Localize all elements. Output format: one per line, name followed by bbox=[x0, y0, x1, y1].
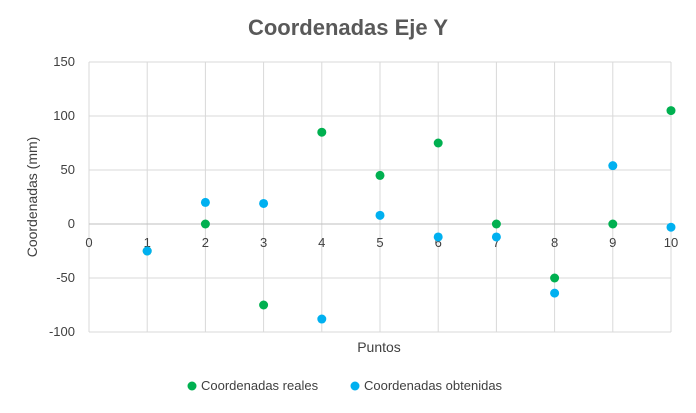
x-tick-label: 0 bbox=[85, 235, 92, 250]
data-point-series-1 bbox=[666, 106, 676, 116]
data-point-series-2 bbox=[550, 288, 560, 298]
data-point-series-2 bbox=[491, 232, 501, 242]
data-point-series-1 bbox=[259, 300, 269, 310]
x-tick-label: 7 bbox=[493, 235, 500, 250]
y-axis-label: Coordenadas (mm) bbox=[24, 137, 40, 258]
x-tick-label: 8 bbox=[551, 235, 558, 250]
x-tick-label: 10 bbox=[664, 235, 678, 250]
y-tick-label: 100 bbox=[53, 108, 75, 123]
data-point-series-2 bbox=[608, 161, 618, 171]
data-point-series-1 bbox=[550, 273, 560, 283]
x-tick-label: 2 bbox=[202, 235, 209, 250]
data-point-series-2 bbox=[317, 314, 327, 324]
data-point-series-2 bbox=[666, 222, 676, 232]
data-point-series-2 bbox=[433, 232, 443, 242]
legend-marker bbox=[350, 381, 360, 391]
tick-labels: -100 -50 0 50 100 150 0 1 2 3 4 5 6 7 8 9 10 bbox=[49, 54, 678, 339]
legend: Coordenadas reales Coordenadas obtenidas bbox=[187, 378, 503, 393]
data-point-series-2 bbox=[375, 210, 385, 220]
data-point-series-1 bbox=[608, 219, 618, 229]
x-tick-label: 4 bbox=[318, 235, 325, 250]
data-point-series-1 bbox=[317, 127, 327, 137]
data-point-series-1 bbox=[200, 219, 210, 229]
x-tick-label: 3 bbox=[260, 235, 267, 250]
x-tick-label: 5 bbox=[376, 235, 383, 250]
data-point-series-2 bbox=[259, 198, 269, 208]
x-tick-label: 9 bbox=[609, 235, 616, 250]
x-axis-label: Puntos bbox=[357, 339, 401, 355]
data-point-series-1 bbox=[375, 170, 385, 180]
y-tick-label: 0 bbox=[68, 216, 75, 231]
grid bbox=[88, 61, 672, 333]
y-tick-label: -50 bbox=[56, 270, 75, 285]
y-tick-label: 150 bbox=[53, 54, 75, 69]
data-point-series-1 bbox=[433, 138, 443, 148]
x-tick-label: 1 bbox=[144, 235, 151, 250]
x-tick-label: 6 bbox=[435, 235, 442, 250]
data-point-series-2 bbox=[200, 197, 210, 207]
chart-title: Coordenadas Eje Y bbox=[248, 15, 448, 40]
legend-label: Coordenadas reales bbox=[201, 378, 319, 393]
y-tick-label: -100 bbox=[49, 324, 75, 339]
data-point-series-2 bbox=[142, 246, 152, 256]
y-tick-label: 50 bbox=[61, 162, 75, 177]
data-point-series-1 bbox=[491, 219, 501, 229]
data-points bbox=[142, 106, 676, 324]
legend-label: Coordenadas obtenidas bbox=[364, 378, 503, 393]
legend-marker bbox=[187, 381, 197, 391]
